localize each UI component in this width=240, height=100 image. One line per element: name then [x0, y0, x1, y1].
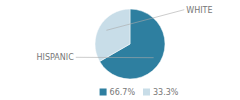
slice	[95, 9, 130, 61]
pie	[95, 9, 165, 79]
legend-label: 66.7%	[110, 88, 136, 97]
legend-label: 33.3%	[153, 88, 179, 97]
legend-item: 66.7%	[100, 88, 136, 97]
legend-swatch	[143, 89, 150, 96]
annotations: HISPANIC WHITE	[37, 6, 213, 63]
chart: HISPANIC WHITE 66.7% 33.3%	[0, 0, 240, 100]
legend: 66.7% 33.3%	[100, 88, 179, 97]
annotation: HISPANIC	[37, 53, 75, 62]
legend-swatch	[100, 89, 107, 96]
leader-line	[76, 57, 154, 58]
annotation: WHITE	[186, 6, 212, 15]
legend-item: 33.3%	[143, 88, 179, 97]
leader-line	[106, 10, 184, 31]
